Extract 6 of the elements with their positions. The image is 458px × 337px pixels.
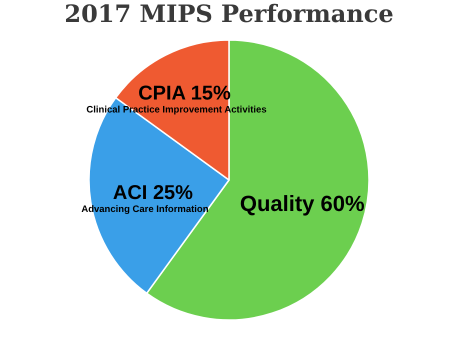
slice-label: CPIA — [138, 82, 186, 105]
data-label: 60% — [320, 190, 365, 216]
data-label: 25% — [152, 182, 193, 204]
chart-title: 2017 MIPS Performance — [64, 0, 394, 28]
slice-label: Quality — [240, 190, 314, 216]
slice-label: ACI — [112, 182, 148, 204]
